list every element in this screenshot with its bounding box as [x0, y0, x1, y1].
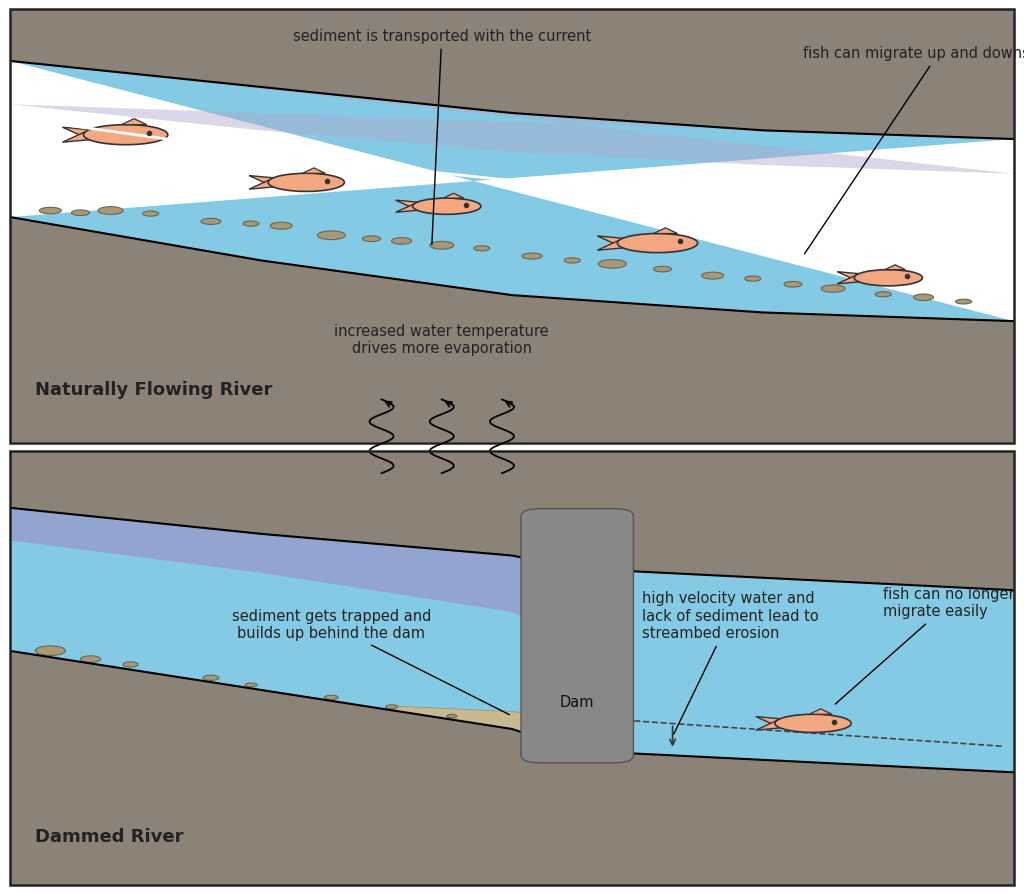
Ellipse shape: [913, 294, 934, 300]
Ellipse shape: [35, 645, 66, 655]
Text: sediment is transported with the current: sediment is transported with the current: [293, 29, 591, 245]
Polygon shape: [62, 127, 90, 139]
Ellipse shape: [474, 246, 489, 251]
Ellipse shape: [81, 656, 100, 662]
Polygon shape: [10, 451, 1014, 590]
Ellipse shape: [617, 233, 697, 253]
Polygon shape: [249, 175, 273, 187]
Text: Dammed River: Dammed River: [35, 829, 184, 847]
Polygon shape: [597, 239, 624, 250]
Polygon shape: [443, 193, 464, 198]
Ellipse shape: [325, 696, 338, 700]
Ellipse shape: [123, 662, 138, 667]
Text: fish can migrate up and downstream: fish can migrate up and downstream: [803, 46, 1024, 254]
Text: fish can no longer
migrate easily: fish can no longer migrate easily: [836, 587, 1015, 704]
Ellipse shape: [744, 276, 761, 282]
Polygon shape: [122, 119, 146, 124]
Polygon shape: [597, 236, 624, 248]
Text: Naturally Flowing River: Naturally Flowing River: [35, 382, 272, 400]
Polygon shape: [10, 61, 1014, 321]
Polygon shape: [62, 130, 90, 142]
Polygon shape: [10, 508, 578, 642]
Text: Dam: Dam: [560, 696, 595, 711]
Ellipse shape: [775, 714, 851, 732]
Text: increased water temperature
drives more evaporation: increased water temperature drives more …: [335, 324, 549, 356]
Ellipse shape: [386, 704, 397, 709]
Ellipse shape: [391, 238, 412, 244]
Polygon shape: [756, 716, 780, 728]
Ellipse shape: [784, 282, 802, 287]
Ellipse shape: [268, 173, 344, 191]
Ellipse shape: [522, 253, 542, 259]
Polygon shape: [756, 719, 780, 730]
Polygon shape: [395, 202, 418, 212]
Polygon shape: [395, 200, 418, 210]
Polygon shape: [391, 706, 539, 738]
Text: high velocity water and
lack of sediment lead to
streambed erosion: high velocity water and lack of sediment…: [642, 591, 819, 734]
Ellipse shape: [72, 210, 89, 215]
Ellipse shape: [955, 299, 972, 304]
Ellipse shape: [854, 270, 923, 286]
Polygon shape: [838, 274, 859, 284]
Ellipse shape: [821, 285, 845, 292]
Polygon shape: [885, 265, 905, 270]
Polygon shape: [10, 651, 1014, 885]
Polygon shape: [10, 508, 578, 751]
Ellipse shape: [430, 241, 454, 249]
Ellipse shape: [243, 221, 259, 226]
Ellipse shape: [317, 231, 345, 240]
Ellipse shape: [245, 683, 257, 687]
Ellipse shape: [201, 218, 221, 224]
Ellipse shape: [598, 259, 627, 268]
Polygon shape: [578, 569, 1014, 772]
Polygon shape: [10, 9, 1014, 139]
Text: sediment gets trapped and
builds up behind the dam: sediment gets trapped and builds up behi…: [231, 609, 510, 714]
Ellipse shape: [84, 124, 168, 145]
Ellipse shape: [362, 236, 381, 241]
Ellipse shape: [876, 291, 891, 297]
Polygon shape: [838, 272, 859, 282]
Polygon shape: [10, 61, 1014, 173]
FancyBboxPatch shape: [521, 509, 634, 763]
Ellipse shape: [270, 223, 292, 229]
Polygon shape: [809, 709, 833, 714]
Ellipse shape: [413, 198, 481, 215]
Ellipse shape: [203, 675, 219, 680]
Ellipse shape: [446, 714, 457, 718]
Ellipse shape: [142, 211, 159, 216]
Polygon shape: [10, 217, 1014, 443]
Polygon shape: [653, 228, 678, 233]
Polygon shape: [249, 178, 273, 190]
Ellipse shape: [653, 266, 672, 272]
Ellipse shape: [39, 207, 61, 214]
Ellipse shape: [564, 257, 581, 263]
Polygon shape: [302, 168, 326, 173]
Ellipse shape: [701, 272, 724, 279]
Ellipse shape: [98, 207, 123, 215]
